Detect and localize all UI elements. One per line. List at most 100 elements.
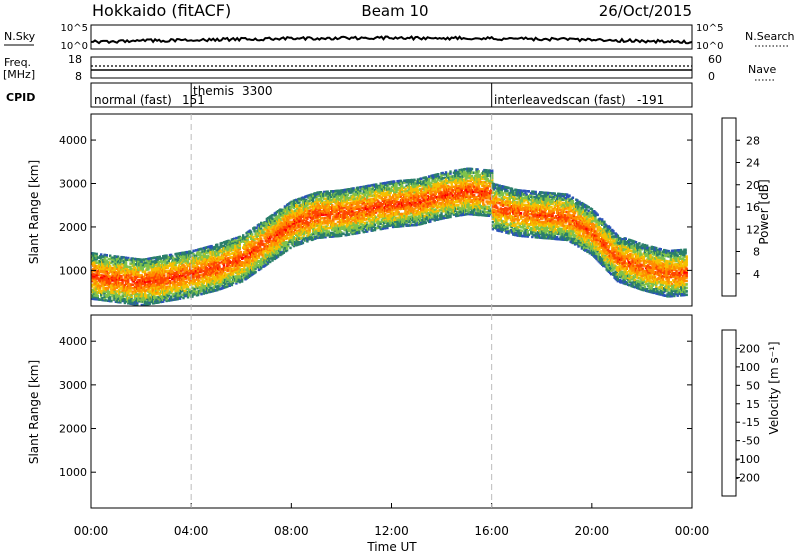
power-echo-cell (319, 191, 323, 194)
power-echo-cell (289, 246, 292, 250)
power-echo-cell (93, 275, 96, 278)
power-echo-cell (216, 250, 219, 253)
power-echo-cell (238, 247, 241, 251)
power-echo-cell (130, 300, 133, 304)
power-echo-cell (164, 277, 167, 280)
power-echo-cell (304, 200, 307, 204)
power-echo-cell (200, 285, 203, 289)
power-echo-cell (200, 268, 203, 271)
power-echo-cell (189, 253, 192, 257)
power-echo-cell (186, 285, 190, 289)
power-echo-cell (109, 297, 112, 301)
power-echo-cell (282, 223, 285, 227)
power-echo-cell (210, 290, 213, 293)
power-echo-cell (293, 228, 297, 232)
power-echo-cell (183, 270, 186, 273)
power-echo-cell (196, 290, 200, 293)
power-echo-cell (130, 302, 133, 305)
power-echo-cell (309, 235, 312, 238)
power-echo-cell (385, 186, 388, 190)
power-echo-cell (369, 222, 372, 226)
nsky-label: N.Sky (4, 30, 36, 43)
power-echo-cell (200, 247, 203, 251)
power-echo-cell (149, 264, 152, 267)
power-echo-cell (144, 299, 147, 303)
power-echo-cell (115, 257, 119, 260)
power-echo-cell (118, 271, 121, 274)
power-echo-cell (177, 295, 181, 299)
power-echo-cell (344, 193, 347, 197)
power-echo-cell (139, 261, 142, 265)
power-echo-cell (120, 275, 123, 278)
power-echo-cell (400, 221, 404, 224)
power-echo-cell (209, 274, 212, 278)
power-echo-cell (397, 211, 400, 214)
power-echo-cell (130, 299, 133, 302)
cpid-id-interleaved: -191 (637, 93, 664, 107)
power-echo-cell (361, 192, 364, 196)
power-echo-cell (285, 242, 289, 245)
power-echo-cell (201, 287, 204, 290)
power-echo-cell (335, 207, 338, 210)
power-echo-cell (134, 294, 138, 297)
power-echo-cell (157, 262, 160, 266)
nsearch-tick-top: 10^5 (696, 23, 723, 34)
power-echo-cell (209, 250, 212, 254)
power-echo-cell (131, 290, 134, 293)
power-echo-cell (130, 269, 133, 272)
power-echo-cell (246, 238, 249, 241)
power-echo-cell (151, 262, 155, 265)
power-echo-cell (146, 263, 149, 266)
power-echo-cell (191, 295, 194, 298)
power-echo-cell (159, 258, 163, 262)
power-echo-cell (272, 244, 275, 247)
power-echo-cell (345, 200, 349, 204)
power-echo-cell (404, 189, 407, 193)
power-echo-cell (196, 258, 200, 262)
power-echo-cell (141, 289, 145, 293)
power-echo-cell (172, 256, 175, 260)
power-echo-cell (352, 218, 355, 222)
power-echo-cell (229, 282, 232, 285)
power-echo-cell (136, 301, 139, 304)
power-echo-cell (347, 191, 351, 195)
power-echo-cell (281, 252, 284, 255)
power-echo-cell (314, 202, 317, 206)
power-echo-cell (320, 227, 324, 230)
power-echo-cell (306, 203, 309, 207)
power-echo-cell (328, 192, 332, 195)
power-echo-cell (153, 301, 156, 305)
power-echo-cell (347, 196, 351, 200)
power-echo-cell (215, 262, 218, 266)
power-echo-cell (131, 283, 134, 287)
power-echo-cell (323, 229, 326, 232)
power-echo-cell (110, 299, 113, 303)
power-echo-cell (142, 265, 146, 268)
power-echo-cell (203, 253, 207, 257)
power-echo-cell (203, 271, 207, 274)
power-echo-cell (362, 185, 365, 189)
power-echo-cell (124, 272, 128, 275)
power-echo-cell (343, 225, 346, 228)
power-echo-cell (368, 226, 371, 229)
power-echo-cell (199, 253, 202, 256)
power-echo-cell (93, 294, 96, 297)
power-echo-cell (193, 287, 196, 291)
power-echo-cell (205, 258, 209, 261)
power-echo-cell (346, 216, 350, 219)
power-echo-cell (239, 271, 243, 275)
power-echo-cell (154, 272, 157, 275)
power-echo-cell (192, 270, 195, 274)
power-echo-cell (249, 230, 253, 234)
power-echo-cell (127, 279, 130, 282)
power-echo-cell (325, 209, 328, 213)
power-echo-cell (244, 239, 247, 243)
power-echo-cell (140, 291, 143, 295)
power-echo-cell (163, 275, 166, 279)
cpid-name-themis: themis (193, 84, 234, 98)
power-echo-cell (293, 225, 297, 228)
power-echo-cell (234, 263, 237, 266)
power-echo-cell (136, 275, 139, 278)
power-echo-cell (386, 184, 389, 188)
